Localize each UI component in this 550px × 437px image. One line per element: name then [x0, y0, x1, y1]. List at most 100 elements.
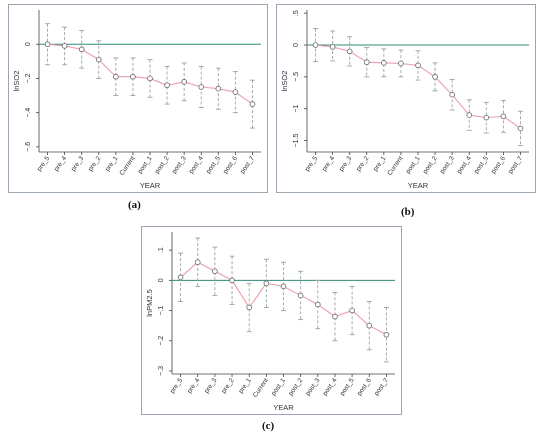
x-tick-label: pre_1	[372, 155, 387, 173]
data-point	[315, 301, 321, 308]
data-point	[78, 46, 85, 53]
y-axis-label: lnSO2	[12, 71, 21, 92]
data-point	[332, 313, 338, 320]
x-tick-label: pre_5	[169, 377, 184, 395]
caption-a: (a)	[128, 199, 141, 211]
chart-a-svg: 0 −.2 −.4 −.6 lnSO2 pre_5 pre_4 pre_3 pre_2 pre_1…	[12, 10, 261, 190]
x-tick-label: Current	[118, 155, 136, 177]
data-point	[61, 43, 68, 49]
data-point	[483, 114, 490, 121]
x-tick-label: post_3	[171, 155, 188, 175]
data-point	[449, 91, 455, 98]
data-point	[95, 56, 102, 63]
y-tick-label: −.2	[158, 336, 165, 346]
x-tick-label: post_7	[373, 377, 390, 397]
y-tick-label: −.6	[25, 142, 32, 152]
y-tick-label: −.5	[293, 72, 300, 82]
x-tick-label: post_5	[339, 377, 356, 397]
y-tick-label: .1	[158, 247, 165, 253]
data-point	[466, 112, 473, 118]
x-tick-label: post_5	[205, 155, 222, 175]
data-point	[297, 292, 304, 299]
chart-b-svg: .5 0 −.5 −1 −1.5 lnSO2 pre_5 pre_4 pre_3 pre_2 pre…	[280, 10, 529, 190]
data-point	[312, 42, 319, 48]
data-point	[263, 280, 270, 287]
y-tick-label: 0	[158, 278, 165, 282]
data-point	[130, 73, 136, 80]
y-tick-label: −1.5	[293, 134, 300, 148]
x-axis-label: YEAR	[140, 181, 161, 190]
x-tick-label: post_2	[287, 377, 304, 397]
x-tick-label: post_4	[456, 155, 473, 175]
x-tick-label: post_4	[188, 155, 205, 175]
data-point	[113, 73, 119, 80]
data-point	[44, 41, 51, 48]
y-tick-label: −.2	[25, 73, 32, 83]
data-point	[280, 283, 287, 290]
y-tick-label: −.1	[158, 305, 165, 315]
data-point	[349, 307, 355, 314]
chart-panel-b: .5 0 −.5 −1 −1.5 lnSO2 pre_5 pre_4 pre_3 pre_2 pre…	[276, 4, 536, 193]
x-tick-label: pre_1	[238, 377, 253, 395]
data-point	[398, 60, 404, 67]
x-tick-label: pre_4	[186, 377, 201, 395]
data-point	[181, 79, 187, 85]
x-tick-label: post_2	[422, 155, 439, 175]
y-tick-label: 0	[293, 43, 300, 47]
x-tick-label: post_7	[507, 155, 524, 175]
y-tick-label: −1	[293, 105, 300, 113]
y-tick-label: .5	[293, 10, 300, 16]
x-tick-label: post_2	[154, 155, 171, 175]
data-point	[246, 304, 252, 311]
x-tick-label: post_6	[222, 155, 239, 175]
y-tick-label: −.3	[158, 366, 165, 376]
data-point	[346, 48, 353, 55]
x-axis-label: YEAR	[273, 403, 294, 412]
x-tick-label: post_5	[473, 155, 490, 175]
chart-panel-a: 0 −.2 −.4 −.6 lnSO2 pre_5 pre_4 pre_3 pre_2 pre_1…	[8, 4, 268, 193]
x-tick-label: post_6	[356, 377, 373, 397]
data-point	[517, 125, 524, 132]
data-point	[381, 60, 387, 66]
data-point	[198, 84, 205, 90]
x-tick-label: post_1	[137, 155, 154, 175]
data-point	[212, 268, 218, 275]
data-point	[177, 274, 184, 281]
x-tick-label: post_3	[439, 155, 456, 175]
x-tick-label: post_4	[322, 377, 339, 397]
x-tick-label: pre_5	[304, 155, 319, 173]
x-tick-label: post_6	[490, 155, 507, 175]
data-point	[194, 259, 201, 266]
data-point	[366, 322, 373, 329]
data-point	[500, 113, 507, 120]
data-point	[229, 277, 235, 284]
data-point	[432, 74, 438, 80]
data-point	[363, 59, 370, 66]
data-point	[383, 331, 390, 338]
y-tick-label: 0	[25, 42, 32, 46]
x-tick-label: pre_2	[355, 155, 370, 173]
data-point	[249, 101, 256, 107]
chart-panel-c: .1 0 −.1 −.2 −.3 lnPM2.5 pre_5 pre_4 pre_3 pre_2 p…	[141, 226, 402, 415]
x-tick-label: post_3	[305, 377, 322, 397]
data-point	[147, 75, 153, 82]
y-axis-label: lnSO2	[280, 71, 289, 92]
x-tick-label: pre_4	[321, 155, 336, 173]
x-tick-label: pre_1	[104, 155, 119, 173]
data-point	[232, 89, 239, 95]
x-tick-label: pre_3	[70, 155, 85, 173]
caption-b: (b)	[401, 206, 415, 218]
x-tick-label: pre_3	[338, 155, 353, 173]
x-tick-label: pre_2	[220, 377, 235, 395]
x-tick-label: pre_4	[53, 155, 68, 173]
x-tick-label: post_1	[270, 377, 287, 397]
x-tick-label: pre_5	[36, 155, 51, 173]
x-tick-label: post_1	[405, 155, 422, 175]
data-point	[164, 82, 170, 89]
x-tick-label: Current	[386, 155, 404, 177]
data-point	[329, 44, 336, 50]
y-tick-label: −.4	[25, 108, 32, 118]
x-tick-label: post_7	[239, 155, 256, 175]
x-tick-label: pre_2	[87, 155, 102, 173]
